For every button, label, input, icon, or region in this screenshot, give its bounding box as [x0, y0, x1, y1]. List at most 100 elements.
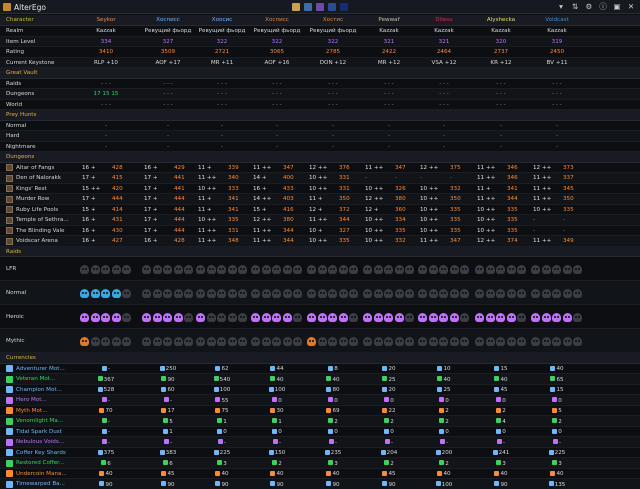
vault-raids-value: - - -: [496, 80, 506, 87]
currency-cell: 45: [473, 386, 529, 393]
item-level-value: 327: [162, 38, 174, 45]
dungeon-level: 12 +: [365, 206, 379, 213]
dungeon-level: 11 +: [198, 206, 212, 213]
dungeon-level: 12 ++: [365, 196, 384, 202]
currency-value: 235: [330, 450, 342, 456]
currency-small-icon: [328, 428, 334, 434]
character-name[interactable]: Хосписс: [265, 17, 289, 23]
dungeon-score: 444: [112, 196, 123, 202]
character-name[interactable]: Dilesu: [435, 17, 453, 23]
currency-cell: 241: [473, 449, 529, 456]
lock-icon[interactable]: ▣: [613, 2, 621, 11]
vault-dungeons-value: - - -: [328, 91, 338, 97]
currency-cell: 15: [529, 386, 585, 393]
vault-dungeons-value: - - -: [272, 91, 282, 97]
boss-skull-icon: [80, 336, 89, 346]
close-icon[interactable]: ✕: [627, 2, 635, 11]
character-name[interactable]: Alyshecka: [486, 17, 516, 23]
currency-small-icon: [552, 460, 558, 465]
sort-icon[interactable]: ⇅: [571, 2, 579, 11]
dungeon-score: 335: [507, 217, 518, 223]
character-name[interactable]: Seykor: [96, 17, 116, 23]
filter-icon[interactable]: ▾: [559, 2, 563, 11]
boss-skull-icon: [460, 264, 469, 274]
vault-world-value: - - -: [101, 101, 111, 108]
boss-skull-icon: [475, 312, 484, 322]
currency-value: 3: [334, 460, 338, 467]
currency-value: 100: [219, 387, 231, 393]
currency-cell: 235: [305, 449, 361, 456]
currency-small-icon: [215, 397, 221, 402]
boss-skull-icon: [418, 288, 427, 298]
boss-skull-icon: [328, 264, 337, 274]
boss-skull-icon: [449, 336, 459, 346]
boss-skull-icon: [272, 336, 281, 346]
prey-normal-value: -: [331, 122, 335, 129]
currency-value: 241: [498, 450, 510, 456]
currency-value: 45: [500, 387, 508, 393]
currency-value: -: [107, 429, 111, 435]
currency-small-icon: [382, 407, 388, 413]
prey-normal-value: -: [220, 122, 224, 129]
dungeon-score: 335: [563, 206, 574, 213]
boss-skull-icon: [496, 288, 505, 298]
rating-value: 3509: [160, 49, 176, 55]
keystone-value: MR +11: [210, 59, 234, 66]
character-name[interactable]: Pewwaf: [378, 17, 400, 23]
currency-value: -: [278, 439, 282, 446]
character-name[interactable]: Хосписс: [156, 17, 180, 23]
dungeon-name: Murder Row: [16, 196, 50, 202]
settings-icon[interactable]: ⚙: [585, 2, 593, 11]
rating-label: Rating: [6, 49, 25, 55]
currency-icon[interactable]: [328, 3, 336, 11]
boss-skull-icon: [317, 288, 327, 298]
currency-small-icon: [437, 376, 443, 381]
raid-icon[interactable]: [292, 3, 300, 11]
currency-small-icon: [163, 460, 169, 465]
boss-skull-icon: [206, 264, 216, 274]
currency-cell: -: [416, 439, 472, 446]
boss-skull-icon: [517, 336, 526, 346]
boss-skull-icon: [317, 336, 327, 346]
prey-nightmare-value: -: [220, 143, 224, 150]
vault-dungeons-value: - - -: [217, 91, 227, 97]
item-level-value: 319: [551, 38, 563, 45]
boss-skull-icon: [394, 264, 404, 274]
vault-raids-label: Raids: [6, 80, 22, 87]
boss-skull-icon: [307, 288, 316, 298]
character-name[interactable]: Хостис: [322, 17, 344, 23]
dungeon-row: Murder Row 17 + 444 17 + 444 11 + 341 14 ++ 403 1…: [0, 194, 640, 205]
dungeon-level: 11 ++: [533, 175, 552, 181]
currency-small-icon: [439, 439, 445, 444]
currency-small-icon: [548, 481, 554, 486]
boss-skull-icon: [428, 312, 438, 322]
boss-skull-icon: [206, 336, 216, 346]
boss-skull-icon: [428, 288, 438, 298]
dungeon-icon[interactable]: [304, 3, 312, 11]
ilvl-row: Item Level 334 327 322 322 322 321 321 320 319: [0, 36, 640, 47]
dungeon-score: 348: [228, 238, 239, 244]
currency-cell: 25: [416, 386, 472, 393]
boss-skull-icon: [173, 312, 183, 322]
info-icon[interactable]: ⓘ: [599, 2, 607, 11]
currency-small-icon: [97, 376, 103, 381]
currency-small-icon: [382, 470, 388, 476]
boss-skull-icon: [238, 264, 247, 274]
character-name[interactable]: Хоосис: [211, 17, 233, 23]
prey-icon[interactable]: [340, 3, 348, 11]
vault-icon[interactable]: [316, 3, 324, 11]
currency-icon: [6, 428, 13, 435]
currency-row: Veteran Mot... 367 90 540 40 40 25 40 40 65: [0, 374, 640, 385]
currency-cell: 40: [416, 470, 472, 477]
currency-cell: -: [361, 439, 417, 446]
realm-value: Kazzak: [434, 28, 454, 34]
rating-value: 2450: [549, 49, 565, 55]
currency-value: 62: [221, 366, 229, 372]
boss-skull-icon: [261, 336, 271, 346]
currency-row: Nebulous Voids... - - - - - - - - -: [0, 437, 640, 448]
currencies-header: Currencies: [6, 355, 36, 361]
boss-skull-icon: [111, 336, 121, 346]
realm-value: Kazzak: [379, 28, 399, 34]
boss-skull-icon: [439, 264, 448, 274]
character-name[interactable]: Voidcast: [545, 17, 569, 23]
